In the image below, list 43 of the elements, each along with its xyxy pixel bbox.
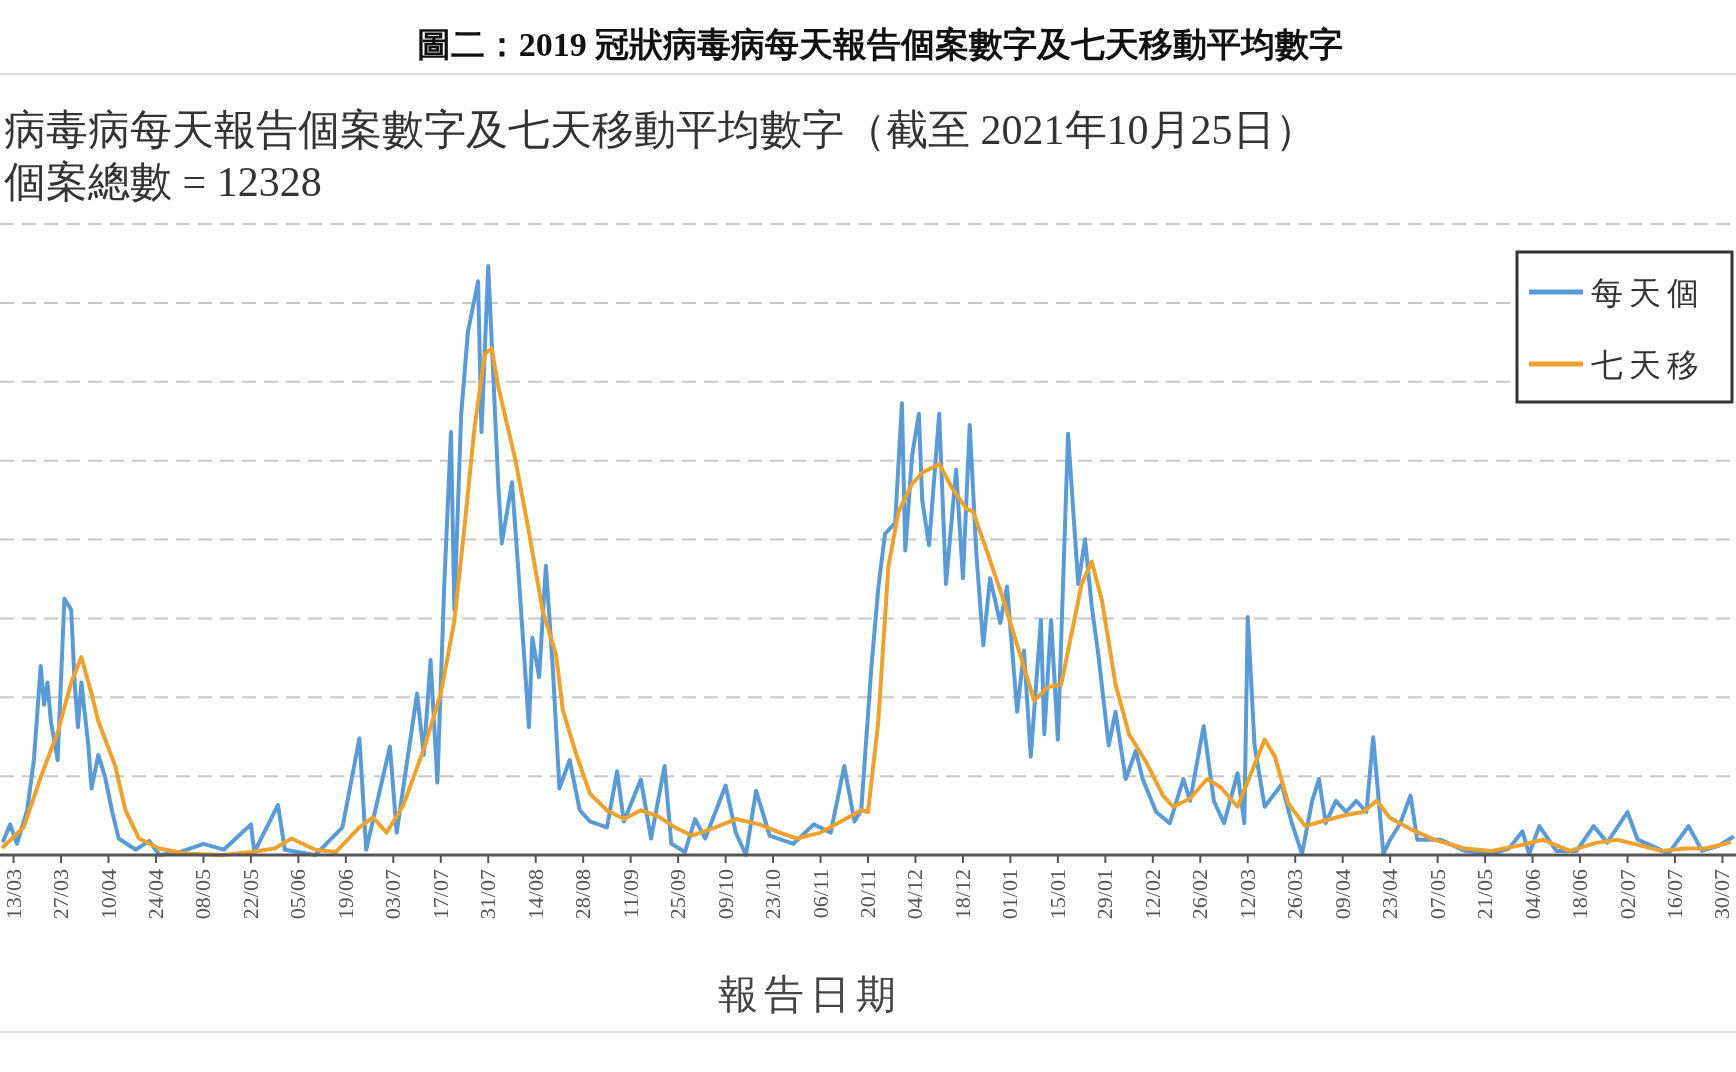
x-tick-label: 06/11 (807, 869, 833, 919)
x-tick-label: 19/06 (332, 869, 358, 920)
x-tick-label: 17/07 (427, 869, 453, 920)
legend-label: 每天個 (1591, 275, 1705, 311)
x-tick-label: 13/03 (0, 869, 26, 920)
x-axis-title: 報告日期 (718, 972, 902, 1017)
text: 個案總數 = 12328 (4, 159, 322, 205)
x-tick-label: 05/06 (285, 869, 311, 920)
x-tick-label: 12/02 (1139, 869, 1165, 920)
x-tick-label: 02/07 (1614, 869, 1640, 920)
x-tick-label: 30/07 (1709, 869, 1735, 920)
x-tick-label: 08/05 (190, 869, 216, 920)
x-tick-label: 29/01 (1092, 869, 1118, 920)
x-tick-label: 09/10 (712, 869, 738, 920)
x-tick-label: 22/05 (237, 869, 263, 920)
chart-title: 圖二：2019 冠狀病毒病每天報告個案數字及七天移動平均數字 (416, 26, 1344, 63)
x-tick-label: 21/05 (1472, 869, 1498, 920)
x-tick-label: 18/06 (1567, 869, 1593, 920)
x-tick-label: 04/06 (1519, 869, 1545, 920)
x-tick-label: 03/07 (380, 869, 406, 920)
x-tick-label: 20/11 (855, 869, 880, 919)
x-tick-label: 12/03 (1234, 869, 1260, 920)
x-tick-label: 25/09 (665, 869, 691, 920)
x-tick-label: 31/07 (475, 869, 501, 920)
x-tick-label: 01/01 (997, 869, 1023, 920)
x-tick-label: 28/08 (570, 869, 596, 920)
legend-label: 七天移 (1591, 347, 1705, 383)
x-tick-label: 09/04 (1329, 869, 1355, 920)
x-tick-label: 15/01 (1044, 869, 1070, 920)
x-tick-label: 23/10 (760, 869, 786, 920)
x-tick-label: 04/12 (902, 869, 928, 920)
x-tick-label: 24/04 (142, 869, 168, 920)
x-tick-label: 23/04 (1377, 869, 1403, 920)
x-tick-label: 18/12 (949, 869, 975, 920)
x-tick-label: 07/05 (1424, 869, 1450, 920)
x-tick-label: 26/02 (1187, 869, 1213, 920)
x-tick-label: 16/07 (1661, 869, 1687, 920)
x-tick-label: 27/03 (48, 869, 74, 920)
x-tick-label: 11/09 (617, 869, 643, 919)
chart-subtitle: 病毒病每天報告個案數字及七天移動平均數字（截至 2021年10月25日） (4, 107, 1317, 153)
x-tick-label: 26/03 (1282, 869, 1308, 920)
x-tick-label: 14/08 (522, 869, 548, 920)
x-tick-label: 10/04 (95, 869, 121, 920)
